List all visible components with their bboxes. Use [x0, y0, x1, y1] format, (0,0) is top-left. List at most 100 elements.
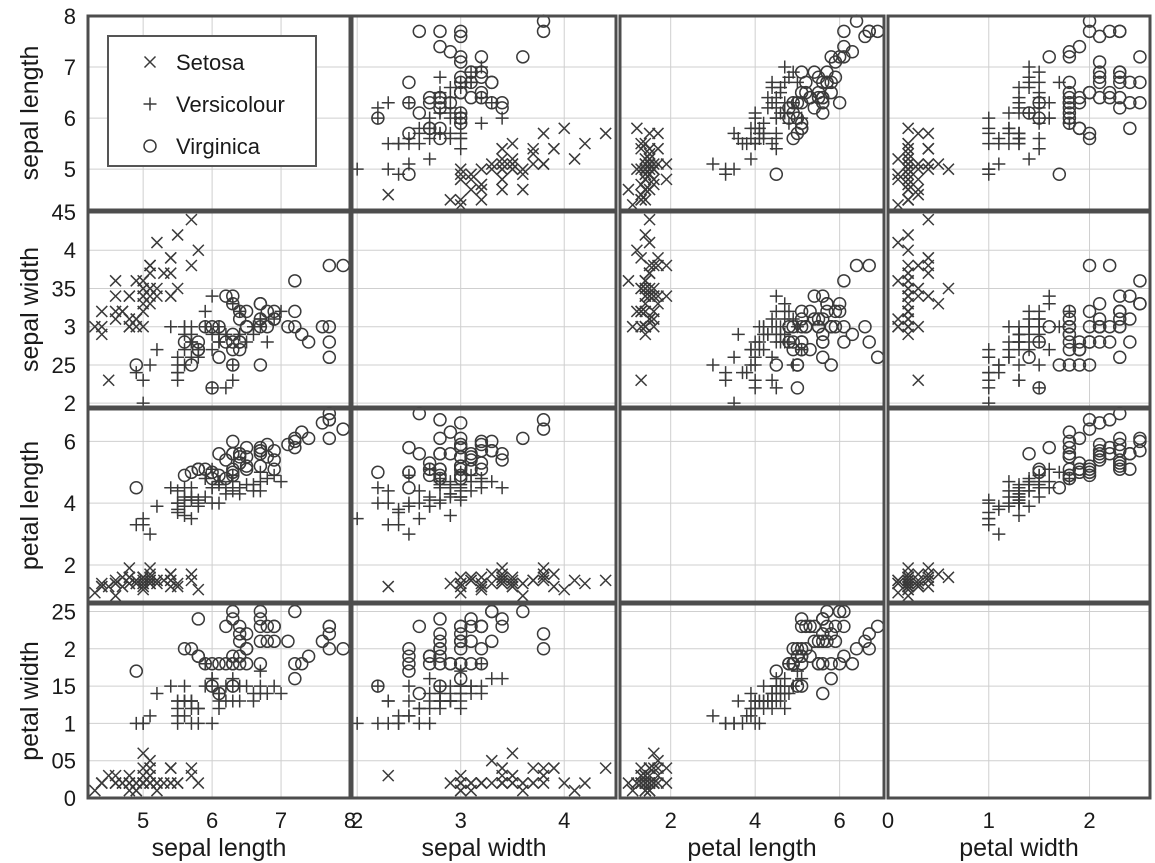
point-setosa — [496, 562, 509, 575]
point-virginica — [803, 342, 817, 357]
point-setosa — [892, 577, 905, 590]
point-versicolour — [381, 96, 395, 110]
point-versicolour — [184, 335, 198, 349]
point-setosa — [382, 769, 395, 782]
point-virginica — [474, 90, 489, 105]
point-setosa — [558, 777, 571, 790]
point-setosa — [537, 777, 550, 790]
point-versicolour — [423, 672, 437, 686]
point-virginica — [205, 465, 219, 480]
y-tick-label: 0 — [64, 786, 76, 811]
point-setosa — [902, 577, 915, 590]
point-virginica — [811, 656, 826, 671]
point-versicolour — [778, 60, 792, 74]
point-versicolour — [1032, 381, 1046, 395]
point-virginica — [281, 634, 295, 649]
x-tick-label: 7 — [275, 808, 287, 833]
x-tick-label: 1 — [983, 808, 995, 833]
point-setosa — [444, 193, 457, 206]
point-versicolour — [1022, 320, 1036, 334]
point-versicolour — [454, 687, 468, 701]
point-virginica — [816, 335, 830, 349]
point-versicolour — [454, 664, 468, 678]
x-tick-label: 5 — [137, 808, 149, 833]
point-versicolour — [219, 381, 233, 395]
point-setosa — [137, 297, 150, 310]
point-virginica — [1082, 459, 1097, 473]
point-versicolour — [253, 679, 267, 693]
point-virginica — [267, 634, 281, 649]
point-virginica — [433, 101, 447, 115]
point-virginica — [536, 627, 551, 641]
point-setosa — [496, 571, 509, 584]
point-virginica — [212, 319, 226, 334]
point-setosa — [537, 568, 550, 581]
point-versicolour — [412, 716, 426, 730]
point-virginica — [1092, 447, 1107, 461]
point-versicolour — [443, 487, 457, 501]
point-virginica — [1062, 116, 1077, 130]
point-setosa — [137, 282, 150, 295]
point-setosa — [647, 282, 660, 295]
point-virginica — [226, 612, 240, 626]
point-virginica — [816, 634, 830, 649]
point-setosa — [527, 777, 540, 790]
point-versicolour — [412, 512, 426, 526]
x-axis-label-petal-width: petal width — [959, 834, 1079, 862]
point-setosa — [892, 320, 905, 333]
point-virginica — [1082, 358, 1097, 372]
point-virginica — [232, 649, 247, 663]
point-virginica — [1072, 358, 1087, 372]
point-versicolour — [765, 373, 779, 387]
point-virginica — [1082, 24, 1097, 39]
point-versicolour — [143, 709, 157, 723]
point-virginica — [402, 649, 416, 663]
point-virginica — [1102, 413, 1117, 427]
point-virginica — [402, 167, 416, 182]
point-setosa — [902, 163, 915, 176]
point-virginica — [474, 50, 489, 64]
point-versicolour — [1002, 350, 1016, 364]
point-virginica — [495, 101, 509, 115]
y-tick-label: 7 — [64, 55, 76, 80]
point-versicolour — [191, 496, 205, 510]
point-virginica — [474, 656, 489, 671]
point-virginica — [288, 304, 302, 319]
point-virginica — [226, 679, 240, 693]
point-versicolour — [740, 709, 754, 723]
legend-label-setosa: Setosa — [176, 50, 245, 75]
point-versicolour — [212, 496, 226, 510]
point-setosa — [647, 178, 660, 191]
point-versicolour — [748, 137, 762, 151]
point-virginica — [422, 462, 437, 476]
point-virginica — [824, 627, 838, 641]
point-virginica — [402, 642, 416, 656]
point-setosa — [660, 777, 673, 790]
legend-label-virginica: Virginica — [176, 134, 261, 159]
point-virginica — [837, 24, 851, 39]
point-setosa — [922, 562, 935, 575]
point-virginica — [267, 304, 281, 319]
point-virginica — [433, 447, 447, 461]
point-virginica — [1113, 289, 1127, 303]
point-versicolour — [171, 350, 185, 364]
point-virginica — [453, 75, 468, 90]
point-setosa — [892, 574, 905, 587]
point-setosa — [454, 580, 467, 593]
point-versicolour — [748, 350, 762, 364]
point-setosa — [382, 188, 395, 201]
panel-sl-vs-pl — [618, 14, 886, 212]
point-versicolour — [1022, 499, 1036, 513]
point-setosa — [485, 163, 498, 176]
point-versicolour — [412, 701, 426, 715]
point-virginica — [453, 656, 468, 671]
point-virginica — [1092, 453, 1107, 467]
point-virginica — [422, 656, 437, 671]
point-virginica — [536, 422, 551, 436]
point-versicolour — [752, 126, 766, 140]
point-setosa — [902, 228, 915, 241]
point-versicolour — [464, 475, 478, 489]
y-tick-label: 3 — [64, 315, 76, 340]
point-setosa — [537, 574, 550, 587]
point-setosa — [902, 122, 915, 135]
